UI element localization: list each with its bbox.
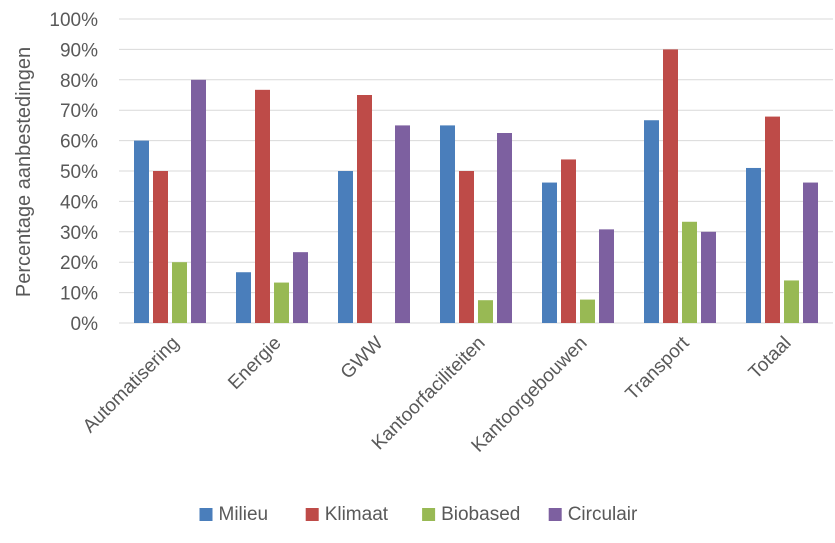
bar-biobased-3 [478, 300, 493, 323]
x-tick-label: Transport [622, 332, 694, 404]
bar-circulair-0 [191, 79, 206, 323]
bar-circulair-3 [497, 133, 512, 323]
y-tick-label: 90% [60, 40, 98, 61]
x-tick-label: Automatisering [79, 333, 183, 437]
bar-circulair-5 [701, 231, 716, 323]
bar-milieu-4 [542, 182, 557, 323]
y-axis-ticks: 0% 10% 20% 30% 40% 50% 60% 70% 80% 90% 100% [49, 10, 98, 335]
y-tick-label: 20% [60, 253, 98, 274]
bar-biobased-5 [682, 221, 697, 323]
x-tick-label: Kantoorfaciliteiten [368, 333, 490, 455]
y-axis-label: Percentage aanbestedingen [13, 47, 35, 297]
y-tick-label: 80% [60, 71, 98, 92]
y-tick-label: 40% [60, 192, 98, 213]
bar-milieu-6 [746, 167, 761, 323]
bar-biobased-6 [784, 280, 799, 323]
bar-milieu-2 [338, 171, 353, 323]
bar-klimaat-5 [663, 49, 678, 324]
legend-swatch-circulair [548, 508, 562, 521]
y-tick-label: 60% [60, 132, 98, 153]
bar-circulair-1 [293, 252, 308, 323]
bar-circulair-6 [803, 182, 818, 323]
bar-circulair-2 [395, 125, 410, 324]
legend-label-biobased: Biobased [441, 504, 520, 525]
y-tick-label: 10% [60, 284, 98, 305]
x-axis-ticks: Automatisering Energie GWWKantoorfacilitei… [79, 332, 795, 456]
bar-klimaat-1 [255, 89, 270, 323]
bar-biobased-0 [172, 262, 187, 323]
bar-klimaat-6 [765, 116, 780, 323]
y-tick-label: 100% [49, 10, 98, 31]
bar-klimaat-0 [153, 171, 168, 323]
x-tick-label: GWW [337, 333, 388, 384]
y-tick-label: 0% [71, 314, 99, 335]
bar-klimaat-4 [561, 159, 576, 323]
bar-klimaat-2 [357, 95, 372, 323]
x-tick-label: Kantoorgebouwen [468, 333, 592, 457]
legend-swatch-milieu [199, 508, 213, 521]
legend-label-klimaat: Klimaat [325, 504, 389, 525]
bar-milieu-0 [134, 140, 149, 323]
bar-biobased-1 [274, 282, 289, 323]
bar-milieu-3 [440, 125, 455, 324]
legend: Milieu Klimaat Biobased Circulair [199, 504, 638, 525]
bars [134, 49, 818, 324]
gridlines [119, 18, 833, 324]
legend-swatch-klimaat [305, 508, 319, 521]
x-tick-label: Totaal [745, 333, 796, 384]
x-tick-label: Energie [224, 333, 285, 394]
y-tick-label: 30% [60, 223, 98, 244]
bar-milieu-1 [236, 272, 251, 323]
legend-label-circulair: Circulair [568, 504, 638, 525]
legend-label-milieu: Milieu [219, 504, 269, 525]
bar-circulair-4 [599, 229, 614, 323]
bar-milieu-5 [644, 120, 659, 324]
bar-klimaat-3 [459, 171, 474, 323]
bar-biobased-4 [580, 299, 595, 323]
y-tick-label: 70% [60, 101, 98, 122]
y-tick-label: 50% [60, 162, 98, 183]
legend-swatch-biobased [422, 508, 436, 521]
